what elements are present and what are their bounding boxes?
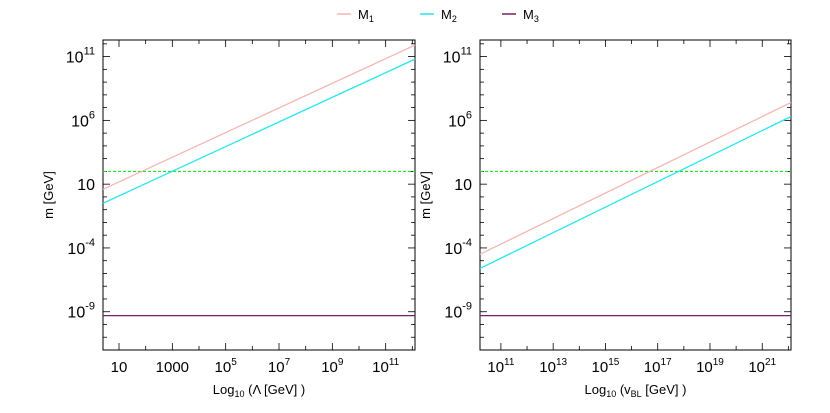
y-tick-label: 10-4 — [444, 237, 472, 258]
y-tick-label: 10-4 — [67, 237, 95, 258]
y-tick-label: 106 — [448, 109, 472, 130]
x-tick-label: 1019 — [696, 357, 724, 376]
x-tick-label: 10 — [111, 359, 128, 376]
y-tick-label: 106 — [71, 109, 95, 130]
x-tick-label: 109 — [321, 357, 344, 376]
legend-label-m3: M3 — [523, 7, 539, 24]
panel-2: 1011 1013 1015 1017 1019 1021 1011 106 10 10-4 10-… — [418, 39, 792, 399]
x-tick-label: 1017 — [644, 357, 672, 376]
legend-label-m1: M1 — [358, 7, 374, 24]
panel-1: 10 1000 105 107 109 1011 1011 106 10 10-4 10-9 Log1… — [41, 39, 416, 399]
y-tick-label: 10 — [454, 177, 472, 194]
x-tick-label: 1000 — [156, 359, 189, 376]
x-tick-label: 1011 — [487, 357, 515, 376]
x-tick-label: 1011 — [372, 357, 400, 376]
x-tick-label: 1015 — [592, 357, 620, 376]
x-axis-title: Log10 (Λ [GeV] ) — [213, 382, 305, 399]
y-tick-label: 10-9 — [67, 301, 95, 322]
x-axis-title: Log10 (vBL [GeV] ) — [585, 382, 687, 399]
y-axis-title: m [GeV] — [41, 171, 56, 219]
y-axis-title: m [GeV] — [418, 171, 433, 219]
y-tick-label: 10 — [77, 177, 95, 194]
y-tick-label: 10-9 — [444, 301, 472, 322]
series-line-m1 — [102, 44, 416, 190]
series-line-m1 — [479, 101, 792, 255]
x-tick-label: 107 — [268, 357, 291, 376]
plot-frame — [479, 39, 792, 351]
plot-frame — [102, 39, 416, 351]
x-tick-label: 105 — [215, 357, 238, 376]
x-tick-label: 1013 — [539, 357, 567, 376]
x-tick-label: 1021 — [748, 357, 776, 376]
y-tick-label: 1011 — [66, 46, 95, 67]
legend-label-m2: M2 — [441, 7, 457, 24]
series-line-m2 — [102, 58, 416, 204]
y-tick-label: 1011 — [443, 46, 472, 67]
series-line-m2 — [479, 115, 792, 269]
